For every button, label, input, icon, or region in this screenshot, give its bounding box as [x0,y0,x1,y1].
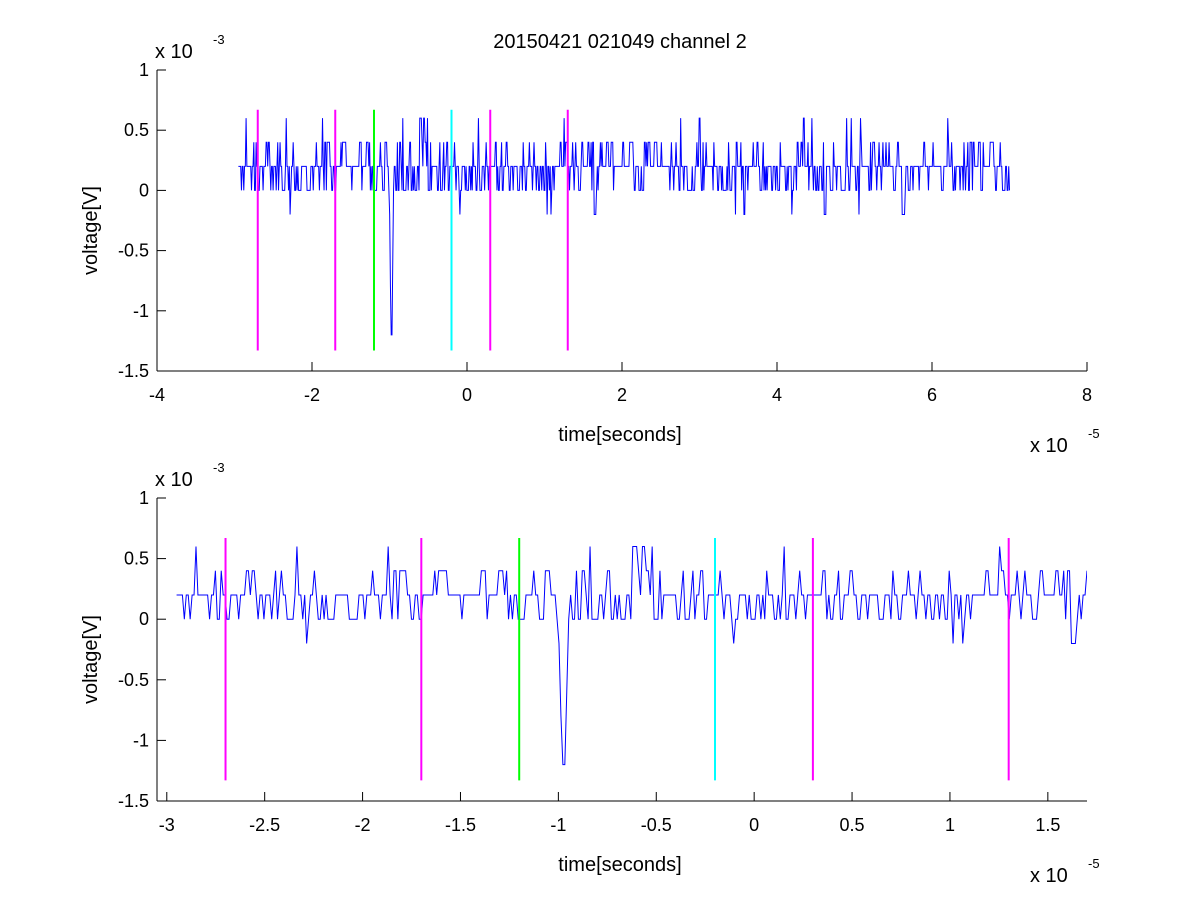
x-tick-label: 1 [945,815,955,835]
x-tick-label: -1 [550,815,566,835]
y-axis-label: voltage[V] [80,615,102,704]
y-multiplier-exponent: -3 [213,460,225,475]
x-tick-label: 0.5 [840,815,865,835]
y-tick-label: -1.5 [118,361,149,381]
y-axis-label: voltage[V] [80,186,102,275]
x-tick-label: -4 [149,385,165,405]
signal-series-line [176,545,1087,766]
x-tick-label: 0 [749,815,759,835]
subplot-top: -4 -2 0 2 4 6 8 -1.5 -1 -0.5 0 0.5 1 time[seconds] vol… [80,32,1100,457]
y-tick-label: 0.5 [124,549,149,569]
x-multiplier: x 10 [1030,435,1068,457]
y-multiplier-exponent: -3 [213,32,225,47]
x-tick-label: -2.5 [249,815,280,835]
y-tick-label: 1 [139,488,149,508]
x-tick-label: -3 [159,815,175,835]
x-tick-label: 1.5 [1035,815,1060,835]
y-tick-label: 1 [139,60,149,80]
y-tick-label: -1 [133,730,149,750]
y-tick-label: -1 [133,301,149,321]
x-tick-label: -0.5 [641,815,672,835]
y-tick-label: 0 [139,609,149,629]
y-multiplier: x 10 [155,41,193,63]
x-multiplier: x 10 [1030,865,1068,887]
y-tick-label: 0 [139,180,149,200]
y-tick-label: -1.5 [118,791,149,811]
x-tick-label: -2 [304,385,320,405]
x-tick-label: 8 [1082,385,1092,405]
subplot-bottom: -3 -2.5 -2 -1.5 -1 -0.5 0 0.5 1 1.5 -1.5 -1 -0.5 0 0.5… [80,460,1100,887]
x-multiplier-exponent: -5 [1088,856,1100,871]
x-tick-label: 0 [462,385,472,405]
y-multiplier: x 10 [155,469,193,491]
x-tick-label: 4 [772,385,782,405]
y-tick-label: -0.5 [118,241,149,261]
y-tick-label: 0.5 [124,120,149,140]
x-tick-label: -2 [355,815,371,835]
y-tick-label: -0.5 [118,670,149,690]
x-axis-label: time[seconds] [558,424,681,446]
x-axis-label: time[seconds] [558,854,681,876]
x-tick-label: 6 [927,385,937,405]
figure-title: 20150421 021049 channel 2 [493,31,747,53]
x-multiplier-exponent: -5 [1088,426,1100,441]
signal-series-line [238,117,1010,336]
x-tick-label: 2 [617,385,627,405]
x-tick-label: -1.5 [445,815,476,835]
